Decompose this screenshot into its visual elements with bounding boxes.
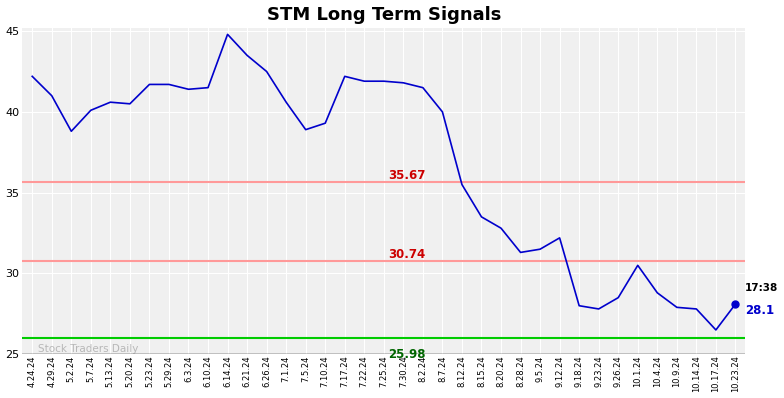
Text: 17:38: 17:38	[746, 283, 779, 293]
Text: Stock Traders Daily: Stock Traders Daily	[38, 344, 139, 354]
Title: STM Long Term Signals: STM Long Term Signals	[267, 6, 501, 23]
Text: 25.98: 25.98	[388, 348, 425, 361]
Text: 30.74: 30.74	[388, 248, 425, 261]
Text: 28.1: 28.1	[746, 304, 775, 317]
Text: 35.67: 35.67	[388, 169, 425, 181]
